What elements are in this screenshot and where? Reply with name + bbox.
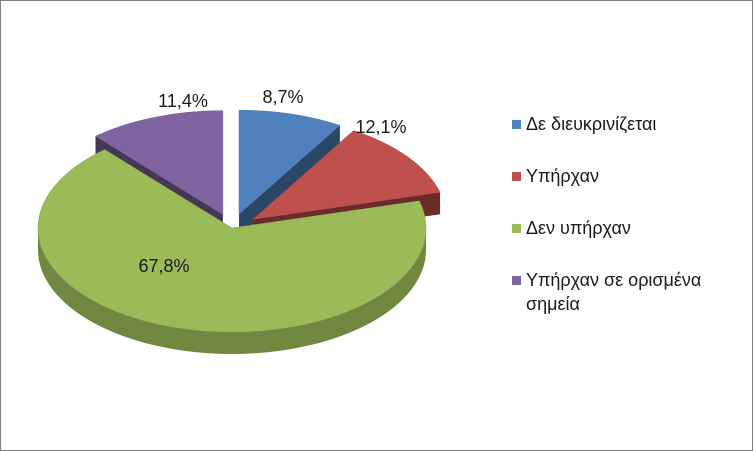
legend-label-2: Δεν υπήρχαν [526,218,631,238]
legend-swatch-0 [512,120,521,129]
legend-item-2: Δεν υπήρχαν [512,216,742,240]
legend-label-0: Δε διευκρινίζεται [526,114,657,134]
pie-value-label-3: 11,4% [158,91,208,111]
legend-item-1: Υπήρχαν [512,164,742,188]
legend-swatch-3 [512,276,521,285]
pie-value-label-0: 8,7% [262,87,303,107]
legend-label-3: Υπήρχαν σε ορισμένα σημεία [526,270,702,314]
pie-slice-2 [37,149,427,354]
legend-swatch-2 [512,224,521,233]
legend: Δε διευκρινίζεται Υπήρχαν Δεν υπήρχαν Υπ… [512,112,742,344]
pie-slice-0 [238,109,341,237]
pie-value-label-2: 67,8% [138,256,189,276]
legend-swatch-1 [512,172,521,181]
legend-item-3: Υπήρχαν σε ορισμένα σημεία [512,268,742,316]
pie-value-label-1: 12,1% [355,117,406,137]
legend-item-0: Δε διευκρινίζεται [512,112,742,136]
legend-label-1: Υπήρχαν [526,166,600,186]
